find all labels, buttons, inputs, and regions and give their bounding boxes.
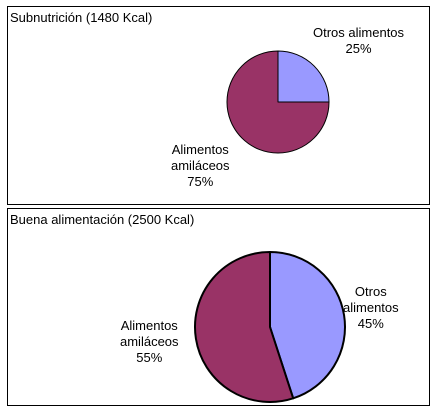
chart-panel-subnutricion: Subnutrición (1480 Kcal) Otros alimentos…: [7, 6, 430, 205]
pie-chart-subnutricion: [226, 50, 330, 154]
slice-label-line: Otros alimentos: [313, 25, 405, 40]
slice-label-line: amiláceos: [171, 158, 230, 173]
slice-label-line: Alimentos: [171, 142, 229, 157]
chart-panel-buena-alimentacion: Buena alimentación (2500 Kcal) Otros ali…: [7, 208, 430, 406]
slice-label-percent: 75%: [187, 174, 214, 189]
slice-label-line: amiláceos: [120, 334, 179, 349]
pie-chart-buena-alimentacion: [194, 251, 346, 403]
slice-label-otros-alimentos: Otros alimentos 45%: [343, 284, 399, 332]
slice-label-otros-alimentos: Otros alimentos 25%: [313, 25, 404, 57]
pie-slice-1: [194, 251, 295, 403]
pie-slice-1: [226, 50, 330, 154]
chart-title: Subnutrición (1480 Kcal): [10, 10, 153, 25]
slice-label-line: Otros: [354, 284, 387, 299]
slice-label-alimentos-amilaceos: Alimentos amiláceos 75%: [171, 142, 230, 190]
slice-label-percent: 45%: [357, 316, 384, 331]
slice-label-line: alimentos: [343, 300, 399, 315]
slice-label-percent: 25%: [345, 41, 372, 56]
slice-label-line: Alimentos: [120, 318, 178, 333]
slice-label-alimentos-amilaceos: Alimentos amiláceos 55%: [120, 318, 179, 366]
slice-label-percent: 55%: [136, 350, 163, 365]
pie-slice-0: [269, 251, 346, 400]
pie-slice-0: [277, 50, 330, 103]
chart-title: Buena alimentación (2500 Kcal): [10, 212, 195, 227]
